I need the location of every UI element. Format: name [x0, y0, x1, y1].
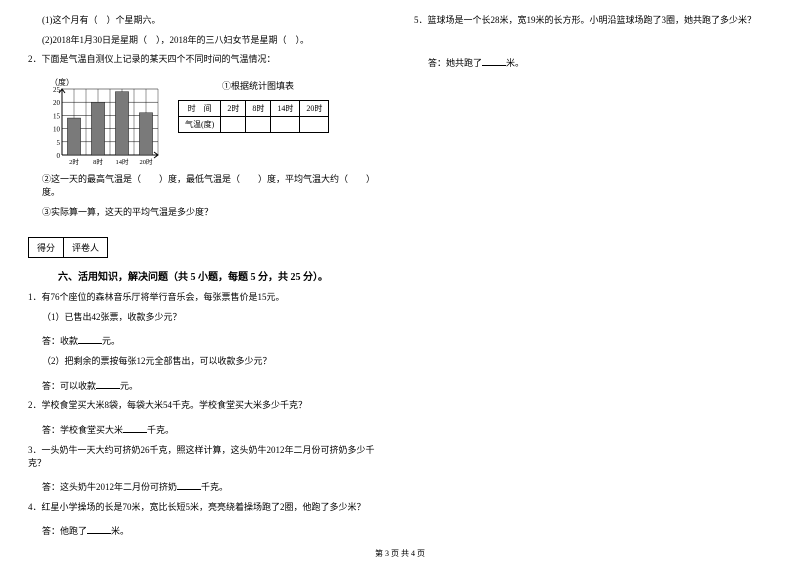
q1-part1: (1)这个月有（ ）个星期六。: [28, 14, 386, 28]
page-footer: 第 3 页 共 4 页: [0, 548, 800, 559]
p1-2-answer: 答：可以收款 元。: [28, 379, 386, 394]
p4: 4．红星小学操场的长是70米，宽比长短5米，亮亮绕着操场跑了2圈，他跑了多少米？: [28, 501, 386, 515]
cell-blank: [300, 116, 329, 132]
ans-suffix: 元。: [120, 381, 138, 391]
svg-text:0: 0: [57, 152, 61, 160]
svg-text:10: 10: [53, 125, 61, 133]
ans-prefix: 答：可以收款: [42, 381, 96, 391]
blank: [87, 524, 111, 534]
table-row: 气温(度): [179, 116, 329, 132]
blank: [177, 480, 201, 490]
svg-text:5: 5: [57, 138, 61, 146]
temperature-table: 时 间 2时 8时 14时 20时 气温(度): [178, 100, 329, 133]
chart-right-panel: ①根据统计图填表 时 间 2时 8时 14时 20时 气温(度): [178, 79, 338, 133]
ans-suffix: 米。: [111, 526, 129, 536]
svg-text:2时: 2时: [69, 157, 79, 166]
blank: [78, 334, 102, 344]
spacer: [414, 34, 772, 56]
reviewer-label: 评卷人: [64, 237, 108, 258]
p2-answer: 答：学校食堂买大米 千克。: [28, 423, 386, 438]
p5: 5．篮球场是一个长28米，宽19米的长方形。小明沿篮球场跑了3圈，她共跑了多少米…: [414, 14, 772, 28]
ans-suffix: 千克。: [147, 425, 174, 435]
right-column: 5．篮球场是一个长28米，宽19米的长方形。小明沿篮球场跑了3圈，她共跑了多少米…: [414, 14, 772, 545]
ans-suffix: 米。: [506, 58, 524, 68]
svg-text:20时: 20时: [140, 157, 154, 166]
blank: [123, 423, 147, 433]
ans-suffix: 千克。: [201, 482, 228, 492]
p1-1: （1）已售出42张票，收款多少元？: [28, 311, 386, 325]
q2-part2: ②这一天的最高气温是（ ）度，最低气温是（ ）度，平均气温大约（ ）度。: [28, 173, 386, 200]
bar-chart: （度） 05101520252时8时14时20时: [42, 79, 162, 169]
chart-title: ①根据统计图填表: [178, 79, 338, 92]
p3: 3．一头奶牛一天大约可挤奶26千克，照这样计算，这头奶牛2012年二月份可挤奶多…: [28, 444, 386, 471]
th-time: 时 间: [179, 100, 221, 116]
table-row: 时 间 2时 8时 14时 20时: [179, 100, 329, 116]
chart-row: （度） 05101520252时8时14时20时 ①根据统计图填表 时 间 2时…: [42, 79, 386, 169]
p1-1-answer: 答：收款 元。: [28, 334, 386, 349]
q1-part2: (2)2018年1月30日是星期（ ），2018年的三八妇女节是星期（ ）。: [28, 34, 386, 48]
th-14: 14时: [271, 100, 300, 116]
cell-blank: [221, 116, 246, 132]
y-axis-label: （度）: [50, 77, 74, 88]
svg-text:8时: 8时: [93, 157, 103, 166]
cell-blank: [246, 116, 271, 132]
q2-part3: ③实际算一算，这天的平均气温是多少度？: [28, 206, 386, 220]
cell-blank: [271, 116, 300, 132]
svg-text:14时: 14时: [116, 157, 130, 166]
blank: [96, 379, 120, 389]
score-label: 得分: [28, 237, 64, 258]
left-column: (1)这个月有（ ）个星期六。 (2)2018年1月30日是星期（ ），2018…: [28, 14, 386, 545]
p2: 2．学校食堂买大米8袋，每袋大米54千克。学校食堂买大米多少千克？: [28, 399, 386, 413]
p1-intro: 1．有76个座位的森林音乐厅将举行音乐会，每张票售价是15元。: [28, 291, 386, 305]
ans-prefix: 答：这头奶牛2012年二月份可挤奶: [42, 482, 177, 492]
score-box: 得分 评卷人: [28, 237, 386, 258]
svg-text:20: 20: [53, 99, 61, 107]
p1-2: （2）把剩余的票按每张12元全部售出，可以收款多少元？: [28, 355, 386, 369]
th-8: 8时: [246, 100, 271, 116]
th-20: 20时: [300, 100, 329, 116]
p3-answer: 答：这头奶牛2012年二月份可挤奶 千克。: [28, 480, 386, 495]
ans-prefix: 答：学校食堂买大米: [42, 425, 123, 435]
blank: [482, 56, 506, 66]
ans-prefix: 答：她共跑了: [428, 58, 482, 68]
p4-answer: 答：他跑了 米。: [28, 524, 386, 539]
p5-answer: 答：她共跑了 米。: [414, 56, 772, 71]
ans-prefix: 答：收款: [42, 336, 78, 346]
ans-prefix: 答：他跑了: [42, 526, 87, 536]
row-label: 气温(度): [179, 116, 221, 132]
section6-title: 六、活用知识，解决问题（共 5 小题，每题 5 分，共 25 分）。: [58, 268, 386, 283]
svg-text:15: 15: [53, 112, 61, 120]
q2-intro: 2．下面是气温自测仪上记录的某天四个不同时间的气温情况：: [28, 53, 386, 67]
chart-svg: 05101520252时8时14时20时: [42, 79, 162, 169]
th-2: 2时: [221, 100, 246, 116]
ans-suffix: 元。: [102, 336, 120, 346]
